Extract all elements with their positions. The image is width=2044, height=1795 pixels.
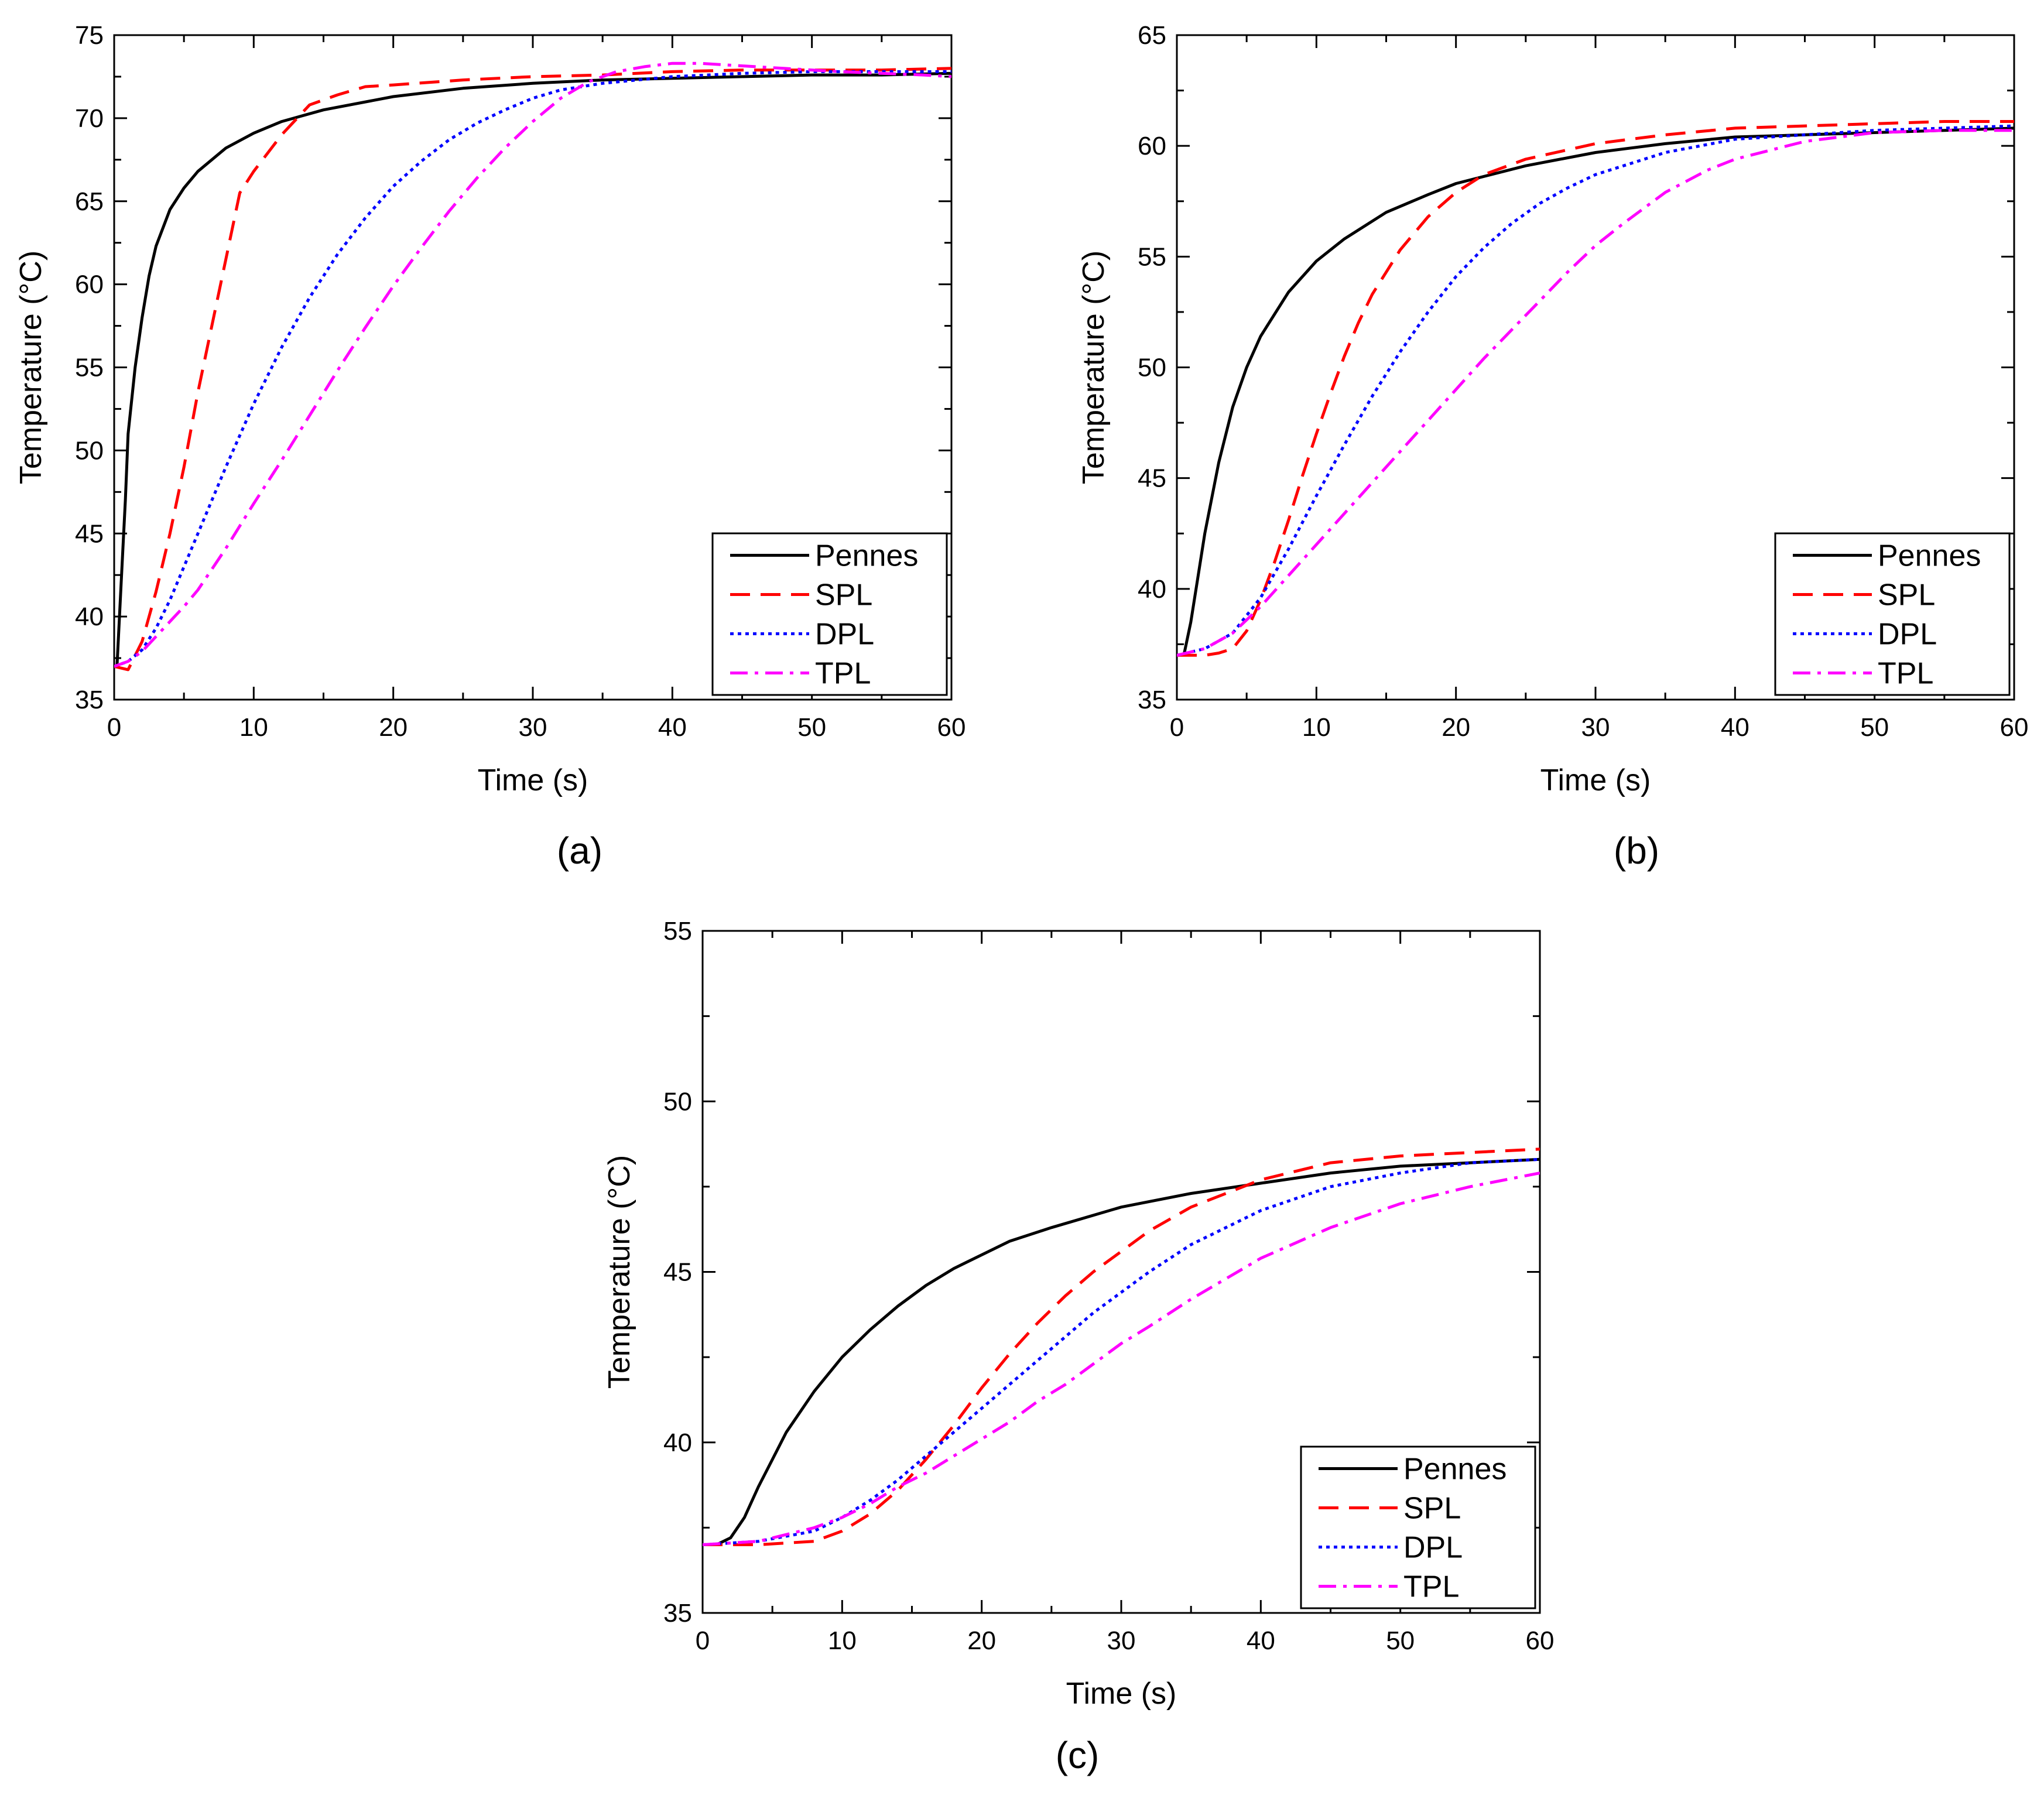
series-line-dpl (1177, 124, 2014, 657)
legend-label-dpl: DPL (1878, 618, 1937, 652)
legend: Pennes SPL DPL TPL (1774, 532, 2011, 696)
series-line-spl (703, 1147, 1540, 1546)
y-tick-label: 65 (1138, 21, 1166, 50)
x-tick-label: 10 (1302, 713, 1331, 742)
y-tick-label: 45 (663, 1258, 692, 1287)
x-tick-label: 50 (797, 713, 826, 742)
y-tick-label: 55 (75, 354, 104, 382)
x-axis-label: Time (s) (1540, 763, 1651, 797)
x-tick-label: 10 (239, 713, 268, 742)
y-tick-label: 45 (75, 519, 104, 548)
y-tick-label: 35 (75, 686, 104, 714)
y-tick-label: 75 (75, 21, 104, 50)
y-tick-label: 60 (1138, 132, 1166, 160)
y-tick-label: 40 (663, 1429, 692, 1457)
series-line-pennes (1182, 126, 2014, 656)
y-tick-label: 55 (663, 917, 692, 946)
series-line-dpl (114, 70, 951, 668)
x-tick-label: 10 (828, 1626, 857, 1655)
y-tick-label: 40 (75, 602, 104, 631)
legend-label-spl: SPL (1403, 1492, 1461, 1526)
y-tick-label: 50 (1138, 354, 1166, 382)
series-line-pennes (703, 1157, 1540, 1546)
x-tick-label: 40 (1721, 713, 1749, 742)
x-tick-label: 20 (379, 713, 408, 742)
y-tick-label: 35 (1138, 686, 1166, 714)
y-tick-label: 50 (663, 1087, 692, 1116)
y-tick-label: 50 (75, 436, 104, 465)
y-tick-label: 40 (1138, 575, 1166, 604)
series-line-spl (114, 67, 951, 672)
legend-box (711, 532, 948, 696)
y-tick-label: 55 (1138, 242, 1166, 271)
x-axis-label: Time (s) (1066, 1677, 1177, 1711)
x-tick-label: 0 (696, 1626, 710, 1655)
panel-caption: (a) (557, 830, 602, 872)
x-tick-label: 50 (1860, 713, 1889, 742)
legend-label-spl: SPL (1878, 578, 1935, 612)
legend-box (1774, 532, 2011, 696)
legend: Pennes SPL DPL TPL (1300, 1445, 1536, 1609)
panel-caption: (c) (1056, 1734, 1100, 1776)
chart-panel-3: 0 10 20 30 40 50 60 35 40 45 50 55 Time (s) Temperatu… (602, 917, 1554, 1776)
x-tick-label: 40 (1247, 1626, 1275, 1655)
series-line-tpl (703, 1171, 1540, 1546)
x-tick-label: 60 (937, 713, 966, 742)
legend-label-tpl: TPL (1878, 657, 1933, 691)
y-tick-label: 45 (1138, 464, 1166, 493)
y-tick-label: 70 (75, 104, 104, 133)
x-tick-label: 30 (519, 713, 547, 742)
y-tick-label: 35 (663, 1599, 692, 1628)
y-axis-label: Temperature (°C) (1077, 251, 1111, 484)
y-axis-label: Temperature (°C) (602, 1155, 636, 1389)
x-tick-label: 60 (2000, 713, 2029, 742)
legend-label-dpl: DPL (1403, 1531, 1463, 1565)
legend-box (1300, 1445, 1536, 1609)
x-tick-label: 20 (1442, 713, 1470, 742)
x-tick-label: 0 (1170, 713, 1184, 742)
legend-label-pennes: Pennes (1878, 539, 1981, 573)
chart-panel-2: 0 10 20 30 40 50 60 35 40 45 50 55 60 65 Time (s) Tempe… (1077, 21, 2028, 872)
chart-panel-1: 0 10 20 30 40 50 60 35 40 45 50 55 60 65 70 75 Time (s) T… (14, 21, 965, 872)
x-tick-label: 30 (1581, 713, 1610, 742)
y-axis-label: Temperature (°C) (14, 251, 48, 484)
series-line-tpl (114, 61, 951, 668)
panel-caption: (b) (1614, 830, 1659, 872)
x-tick-label: 40 (658, 713, 687, 742)
x-tick-label: 20 (967, 1626, 996, 1655)
x-axis-label: Time (s) (478, 763, 588, 797)
legend-label-pennes: Pennes (1403, 1453, 1507, 1486)
legend-label-dpl: DPL (815, 618, 874, 652)
legend-label-spl: SPL (815, 578, 872, 612)
legend: Pennes SPL DPL TPL (711, 532, 948, 696)
x-tick-label: 60 (1526, 1626, 1555, 1655)
x-tick-label: 30 (1107, 1626, 1136, 1655)
legend-label-tpl: TPL (815, 657, 871, 691)
legend-label-pennes: Pennes (815, 539, 918, 573)
y-tick-label: 60 (75, 270, 104, 299)
x-tick-label: 50 (1386, 1626, 1415, 1655)
x-tick-label: 0 (107, 713, 121, 742)
legend-label-tpl: TPL (1403, 1570, 1459, 1604)
series-line-pennes (115, 71, 951, 667)
y-tick-label: 65 (75, 187, 104, 216)
